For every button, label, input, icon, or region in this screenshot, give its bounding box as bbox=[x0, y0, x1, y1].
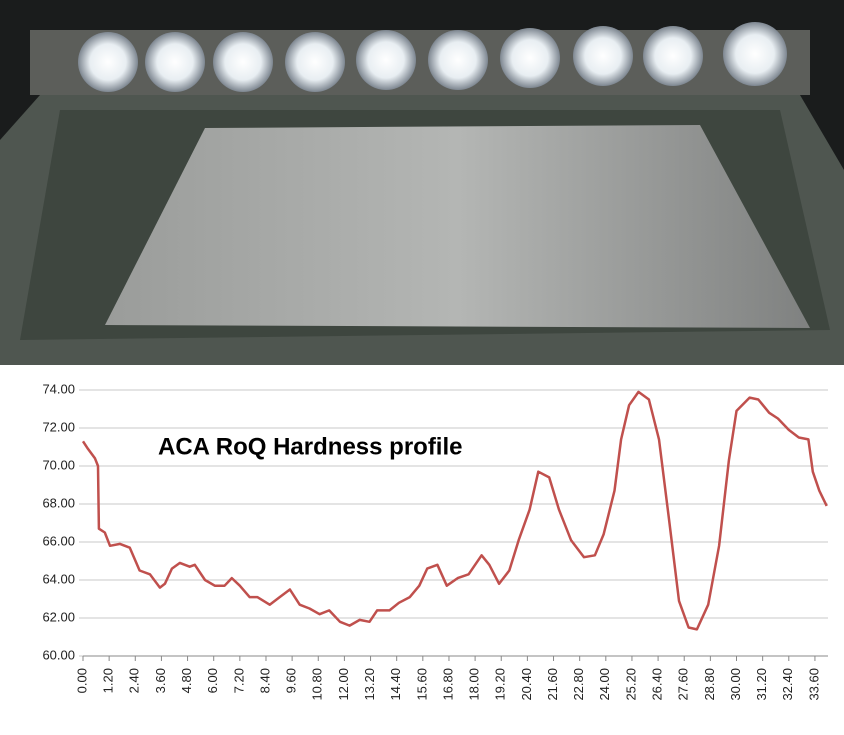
chart-title: ACA RoQ Hardness profile bbox=[158, 433, 463, 460]
y-tick-label: 74.00 bbox=[42, 381, 75, 396]
x-tick-label: 27.60 bbox=[676, 668, 691, 701]
x-tick-label: 14.40 bbox=[388, 668, 403, 701]
x-tick-label: 28.80 bbox=[702, 668, 717, 701]
y-tick-label: 70.00 bbox=[42, 457, 75, 472]
x-tick-label: 25.20 bbox=[623, 668, 638, 701]
y-tick-label: 64.00 bbox=[42, 571, 75, 586]
x-tick-label: 7.20 bbox=[231, 668, 246, 693]
x-tick-label: 2.40 bbox=[127, 668, 142, 693]
x-tick-label: 24.00 bbox=[597, 668, 612, 701]
x-tick-label: 18.00 bbox=[467, 668, 482, 701]
x-tick-label: 10.80 bbox=[310, 668, 325, 701]
y-tick-label: 60.00 bbox=[42, 647, 75, 662]
x-tick-label: 31.20 bbox=[754, 668, 769, 701]
y-tick-label: 68.00 bbox=[42, 495, 75, 510]
x-tick-label: 21.60 bbox=[545, 668, 560, 701]
x-tick-label: 20.40 bbox=[519, 668, 534, 701]
foil-sheet bbox=[105, 125, 810, 328]
photo bbox=[0, 0, 844, 365]
x-tick-label: 4.80 bbox=[179, 668, 194, 693]
x-tick-label: 30.00 bbox=[728, 668, 743, 701]
x-tick-label: 19.20 bbox=[493, 668, 508, 701]
x-tick-label: 22.80 bbox=[571, 668, 586, 701]
x-tick-label: 15.60 bbox=[414, 668, 429, 701]
y-tick-label: 62.00 bbox=[42, 609, 75, 624]
x-tick-label: 3.60 bbox=[153, 668, 168, 693]
x-tick-label: 13.20 bbox=[362, 668, 377, 701]
x-tick-label: 12.00 bbox=[336, 668, 351, 701]
y-tick-label: 66.00 bbox=[42, 533, 75, 548]
x-tick-label: 26.40 bbox=[650, 668, 665, 701]
x-tick-label: 33.60 bbox=[806, 668, 821, 701]
x-tick-label: 1.20 bbox=[101, 668, 116, 693]
x-tick-label: 8.40 bbox=[257, 668, 272, 693]
data-line bbox=[81, 390, 828, 631]
x-tick-label: 16.80 bbox=[440, 668, 455, 701]
x-tick-label: 6.00 bbox=[205, 668, 220, 693]
lamps bbox=[78, 22, 787, 92]
y-tick-label: 72.00 bbox=[42, 419, 75, 434]
x-tick-label: 9.60 bbox=[284, 668, 299, 693]
x-tick-label: 0.00 bbox=[74, 668, 89, 693]
x-tick-label: 32.40 bbox=[780, 668, 795, 701]
